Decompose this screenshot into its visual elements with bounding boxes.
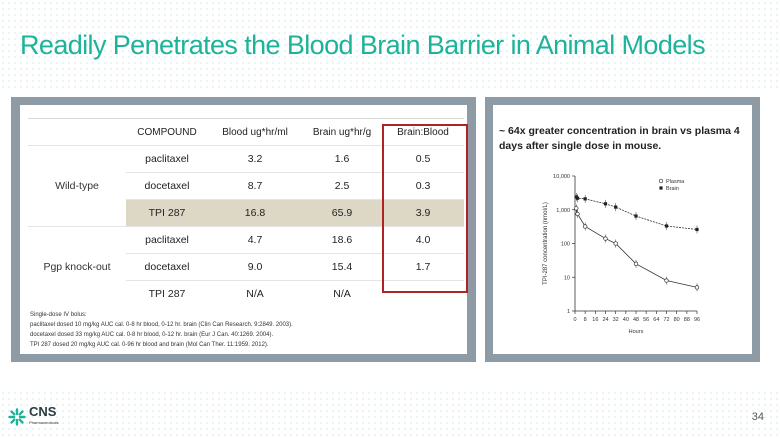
series-line-plasma bbox=[575, 208, 698, 288]
legend-plasma-label: Plasma bbox=[666, 179, 685, 185]
x-tick-label: 24 bbox=[602, 317, 608, 323]
header-group bbox=[28, 118, 126, 146]
cell-blood: 9.0 bbox=[208, 253, 302, 281]
y-tick-label: 1,000 bbox=[556, 208, 570, 214]
cell-blood: 8.7 bbox=[208, 172, 302, 200]
plasma-point bbox=[694, 285, 700, 290]
footnote-line: TPI 287 dosed 20 mg/kg AUC cal. 0-96 hr … bbox=[30, 342, 269, 348]
table-row: Pgp knock-out paclitaxel 4.7 18.6 4.0 bbox=[28, 226, 464, 307]
y-tick-label: 10,000 bbox=[553, 174, 570, 180]
cell-ratio: 4.0 bbox=[382, 226, 464, 254]
y-tick-label: 1 bbox=[567, 309, 570, 315]
x-tick-label: 56 bbox=[643, 317, 649, 323]
footnote-line: docetaxel dosed 33 mg/kg AUC cal. 0-8 hr… bbox=[30, 332, 274, 338]
plasma-point bbox=[633, 261, 639, 266]
x-tick-label: 8 bbox=[584, 317, 587, 323]
plasma-point bbox=[583, 224, 588, 229]
cell-brain: 18.6 bbox=[302, 226, 382, 254]
x-tick-label: 72 bbox=[663, 317, 669, 323]
x-tick-label: 80 bbox=[674, 317, 680, 323]
cell-ratio: 0.3 bbox=[382, 172, 464, 200]
cell-blood: 4.7 bbox=[208, 226, 302, 254]
brain-point bbox=[583, 197, 587, 201]
table-row: docetaxel 8.7 2.5 0.3 bbox=[28, 172, 464, 200]
footnote-line: paclitaxel dosed 10 mg/kg AUC cal. 0-8 h… bbox=[30, 322, 293, 328]
header-ratio: Brain:Blood bbox=[382, 118, 464, 146]
cell-brain: 1.6 bbox=[302, 145, 382, 173]
cell-ratio: 3.9 bbox=[382, 199, 464, 227]
y-tick-label: 100 bbox=[561, 242, 570, 248]
logo-mark-icon bbox=[8, 408, 26, 426]
table-panel-inner: COMPOUND Blood ug*hr/ml Brain ug*hr/g Br… bbox=[20, 105, 468, 354]
cell-compound: docetaxel bbox=[126, 172, 208, 200]
chart-panel-inner: ~ 64x greater concentration in brain vs … bbox=[493, 105, 752, 354]
concentration-chart: 1 10 100 1,000 10,000 0 8 16 24 32 40 48 56 64 72 80 88 9… bbox=[543, 174, 700, 335]
x-tick-label: 0 bbox=[573, 317, 576, 323]
group-label-wild-type: Wild-type bbox=[28, 145, 126, 227]
table-row: Wild-type paclitaxel 3.2 1.6 0.5 bbox=[28, 145, 464, 227]
cell-brain: N/A bbox=[302, 280, 382, 307]
logo-subtitle: Pharmaceuticals bbox=[29, 420, 59, 425]
cell-compound: paclitaxel bbox=[126, 145, 208, 173]
table-row-highlighted: TPI 287 16.8 65.9 3.9 bbox=[28, 199, 464, 227]
cell-ratio: 0.5 bbox=[382, 145, 464, 173]
x-tick-label: 32 bbox=[613, 317, 619, 323]
brain-point bbox=[634, 214, 638, 218]
x-tick-label: 48 bbox=[633, 317, 639, 323]
cell-compound: TPI 287 bbox=[126, 199, 208, 227]
plasma-point bbox=[613, 241, 618, 246]
cell-blood: 16.8 bbox=[208, 199, 302, 227]
pk-table: COMPOUND Blood ug*hr/ml Brain ug*hr/g Br… bbox=[28, 118, 464, 307]
brain-point bbox=[695, 227, 699, 232]
table-panel: COMPOUND Blood ug*hr/ml Brain ug*hr/g Br… bbox=[11, 97, 476, 362]
x-axis-title: Hours bbox=[629, 329, 644, 335]
series-line-brain bbox=[575, 196, 698, 230]
cell-blood: 3.2 bbox=[208, 145, 302, 173]
cell-brain: 65.9 bbox=[302, 199, 382, 227]
chart-caption: ~ 64x greater concentration in brain vs … bbox=[499, 125, 740, 152]
table-footnote: Single-dose IV bolus: paclitaxel dosed 1… bbox=[30, 310, 293, 350]
plasma-point bbox=[603, 236, 608, 241]
legend-plasma-marker bbox=[658, 178, 664, 184]
group-label-pgp-knock-out: Pgp knock-out bbox=[28, 226, 126, 307]
plasma-point bbox=[664, 278, 669, 283]
x-tick-label: 64 bbox=[653, 317, 659, 323]
x-tick-label: 88 bbox=[684, 317, 690, 323]
logo-name: CNS bbox=[29, 404, 57, 419]
header-blood: Blood ug*hr/ml bbox=[208, 118, 302, 146]
cell-compound: paclitaxel bbox=[126, 226, 208, 254]
brain-point bbox=[664, 224, 669, 228]
company-logo: CNS Pharmaceuticals bbox=[8, 404, 59, 428]
header-compound: COMPOUND bbox=[126, 118, 208, 146]
logo-text: CNS Pharmaceuticals bbox=[29, 404, 59, 428]
cell-ratio: 1.7 bbox=[382, 253, 464, 281]
brain-point bbox=[614, 205, 618, 209]
footnote-line: Single-dose IV bolus: bbox=[30, 312, 87, 318]
legend-brain-marker bbox=[659, 186, 663, 190]
header-brain: Brain ug*hr/g bbox=[302, 118, 382, 146]
y-tick-label: 10 bbox=[564, 275, 570, 281]
cell-compound: docetaxel bbox=[126, 253, 208, 281]
x-tick-label: 96 bbox=[694, 317, 700, 323]
slide-title: Readily Penetrates the Blood Brain Barri… bbox=[20, 30, 706, 60]
chart-panel: ~ 64x greater concentration in brain vs … bbox=[485, 97, 760, 362]
plasma-point bbox=[574, 206, 579, 211]
plasma-point bbox=[575, 211, 580, 217]
cell-brain: 2.5 bbox=[302, 172, 382, 200]
legend-brain-label: Brain bbox=[666, 186, 679, 192]
brain-blood-highlight-box bbox=[382, 124, 468, 293]
x-tick-label: 16 bbox=[592, 317, 598, 323]
table-row: docetaxel 9.0 15.4 1.7 bbox=[28, 253, 464, 281]
brain-point bbox=[603, 202, 608, 206]
x-tick-label: 40 bbox=[623, 317, 629, 323]
cell-ratio bbox=[382, 280, 464, 307]
table-row: TPI 287 N/A N/A bbox=[28, 280, 464, 307]
y-axis-title: TPI-287 concentration (nmol/L) bbox=[543, 202, 549, 285]
brain-point bbox=[575, 196, 580, 200]
cell-compound: TPI 287 bbox=[126, 280, 208, 307]
cell-blood: N/A bbox=[208, 280, 302, 307]
cell-brain: 15.4 bbox=[302, 253, 382, 281]
page-number: 34 bbox=[751, 411, 764, 423]
